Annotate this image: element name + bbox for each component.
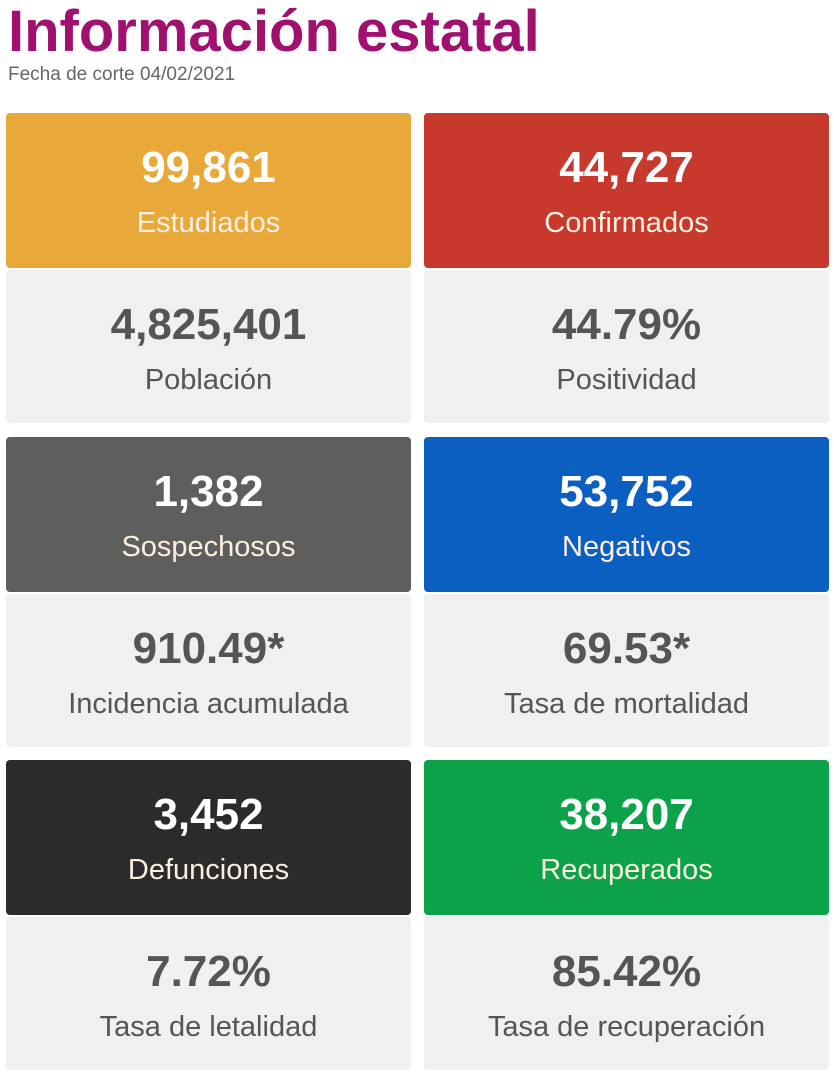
card-defunciones: 3,452 Defunciones — [6, 760, 411, 915]
card-recuperacion: 85.42% Tasa de recuperación — [424, 917, 829, 1070]
card-value: 3,452 — [153, 790, 264, 839]
card-label: Tasa de letalidad — [99, 1011, 318, 1043]
card-estudiados: 99,861 Estudiados — [6, 113, 411, 268]
card-value: 53,752 — [559, 467, 694, 516]
card-incidencia: 910.49* Incidencia acumulada — [6, 594, 411, 747]
card-positividad: 44.79% Positividad — [424, 270, 829, 423]
card-value: 69.53* — [562, 624, 691, 673]
card-label: Positividad — [556, 364, 697, 396]
card-value: 38,207 — [559, 790, 694, 839]
card-poblacion: 4,825,401 Población — [6, 270, 411, 423]
card-value: 85.42% — [551, 947, 702, 996]
card-label: Negativos — [562, 531, 691, 563]
card-mortalidad: 69.53* Tasa de mortalidad — [424, 594, 829, 747]
card-label: Población — [144, 364, 273, 396]
card-sospechosos: 1,382 Sospechosos — [6, 437, 411, 592]
card-label: Defunciones — [127, 854, 290, 886]
card-letalidad: 7.72% Tasa de letalidad — [6, 917, 411, 1070]
card-value: 99,861 — [141, 143, 276, 192]
card-value: 1,382 — [153, 467, 264, 516]
card-label: Sospechosos — [121, 531, 296, 563]
card-confirmados: 44,727 Confirmados — [424, 113, 829, 268]
card-value: 44.79% — [551, 300, 702, 349]
card-label: Estudiados — [136, 207, 281, 239]
card-value: 44,727 — [559, 143, 694, 192]
card-label: Tasa de recuperación — [487, 1011, 766, 1043]
card-label: Incidencia acumulada — [68, 688, 349, 720]
card-value: 7.72% — [146, 947, 271, 996]
card-value: 4,825,401 — [110, 300, 307, 349]
card-value: 910.49* — [132, 624, 285, 673]
cutoff-date: Fecha de corte 04/02/2021 — [8, 64, 236, 85]
card-label: Confirmados — [544, 207, 709, 239]
card-recuperados: 38,207 Recuperados — [424, 760, 829, 915]
card-label: Recuperados — [540, 854, 713, 886]
page-title: Información estatal — [8, 0, 540, 64]
card-negativos: 53,752 Negativos — [424, 437, 829, 592]
card-label: Tasa de mortalidad — [503, 688, 750, 720]
